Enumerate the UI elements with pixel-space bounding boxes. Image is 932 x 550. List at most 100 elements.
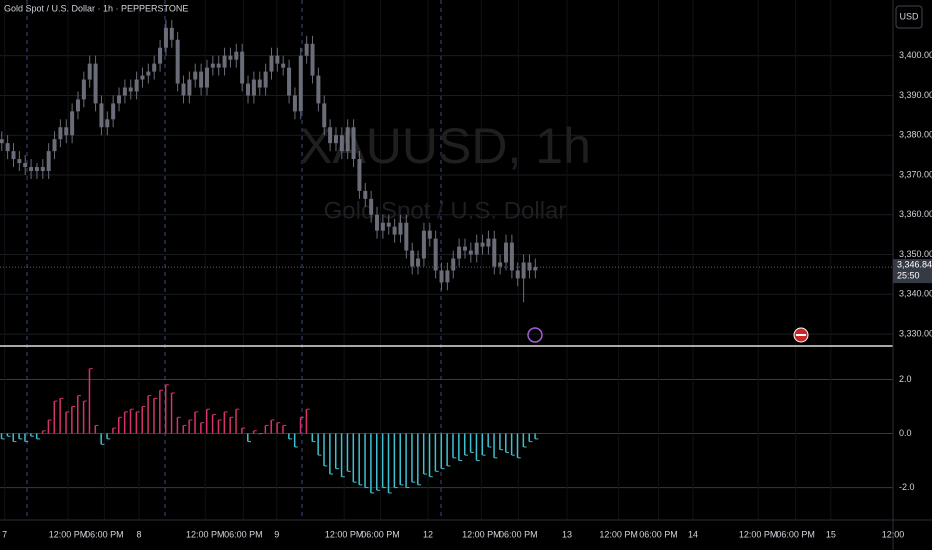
oscillator-bar [217,419,220,434]
y-tick-label: 3,370.00 [899,169,932,179]
oscillator-bar [288,433,290,439]
last-price-label: 3,346.84 [897,259,932,269]
candle-body [122,87,127,96]
oscillator-bar [264,425,267,434]
oscillator-bar [94,425,97,434]
oscillator-bar [376,433,378,491]
countdown: 25:50 [897,270,920,280]
oscillator-bar [65,411,67,434]
oscillator-bar [100,433,102,445]
candle-body [187,79,192,96]
oscillator-bar [35,433,38,439]
watermark-subtitle: Gold Spot / U.S. Dollar [324,197,567,224]
oscillator-bar [205,409,208,434]
candle-body [410,250,415,267]
oscillator-bar [76,395,79,434]
labels: 3,330.00 3,340.00 3,350.00 3,360.00 3,370.00… [2,50,932,539]
oscillator-bar [170,392,173,434]
currency-label[interactable]: USD [899,11,919,21]
marks [0,19,893,494]
candle-body [527,262,532,271]
x-tick-label: 8 [136,529,141,539]
candle-body [175,39,180,84]
oscillator-bar [182,425,185,434]
event-icon[interactable] [527,327,543,343]
oscillator-bar [258,433,261,435]
y-tick-label: -2.0 [899,482,915,492]
oscillator-bar [346,433,349,472]
oscillator-bar [428,433,431,477]
candle-body [11,151,16,160]
candle-body [99,103,104,128]
candle-body [404,222,409,251]
candle-body [509,242,514,271]
oscillator-bar [71,406,73,434]
candle-body [163,27,168,48]
candle-body [140,75,145,80]
candle-body [81,79,86,100]
oscillator-bar [135,411,138,434]
candle-body [181,83,186,96]
oscillator-bar [293,433,296,448]
x-tick-label: 06:00 PM [224,529,263,539]
candle-body [146,71,151,76]
oscillator-bar [247,433,249,442]
grid [0,0,894,520]
candle-body [0,139,4,144]
candle-body [298,55,303,112]
candle-body [515,270,520,279]
oscillator-bar [211,414,214,434]
candle-body [128,87,133,92]
oscillator-bar [276,422,278,434]
oscillator-bar [387,433,390,493]
oscillator-bar [463,433,466,456]
oscillator-bar [469,433,472,453]
oscillator-bar [352,433,355,483]
candle-body [193,71,198,80]
y-tick-label: 3,340.00 [899,289,932,299]
oscillator-bar [358,433,360,485]
candle-body [287,67,292,96]
candle-body [427,230,432,239]
candle-body [228,55,233,60]
oscillator-bar [129,409,132,434]
oscillator-bar [317,433,319,456]
oscillator-bar [534,433,536,439]
x-tick-label: 12:00 PM [462,529,501,539]
y-tick-label: 3,400.00 [899,50,932,60]
oscillator-bar [159,390,161,434]
candle-body [46,151,51,172]
candle-body [169,27,174,40]
oscillator-bar [188,419,190,434]
candle-body [445,270,450,283]
oscillator-bar [118,417,120,434]
candle-body [281,63,286,68]
oscillator-bar [440,433,443,469]
oscillator-bar [499,433,501,450]
oscillator-bar [6,433,9,437]
candle-body [93,63,98,104]
oscillator-bar [405,433,407,488]
candle-body [480,242,485,247]
x-tick-label: 12:00 PM [186,529,225,539]
candle-body [380,222,385,231]
oscillator-bar [270,419,272,434]
candle-body [375,214,380,231]
last-price-box [893,259,932,284]
candle-body [117,95,122,104]
oscillator-bar [370,433,372,493]
candle-body [210,63,215,68]
candle-body [204,67,209,88]
oscillator-bar [364,433,366,488]
x-tick-label: 14 [688,529,698,539]
oscillator-bar [399,433,401,485]
oscillator-bar [106,433,108,439]
currency-button[interactable] [895,5,923,29]
candle-body [40,167,45,172]
candle-body [498,262,503,267]
candle-body [158,47,163,64]
y-tick-label: 3,390.00 [899,90,932,100]
candle-body [304,43,309,56]
